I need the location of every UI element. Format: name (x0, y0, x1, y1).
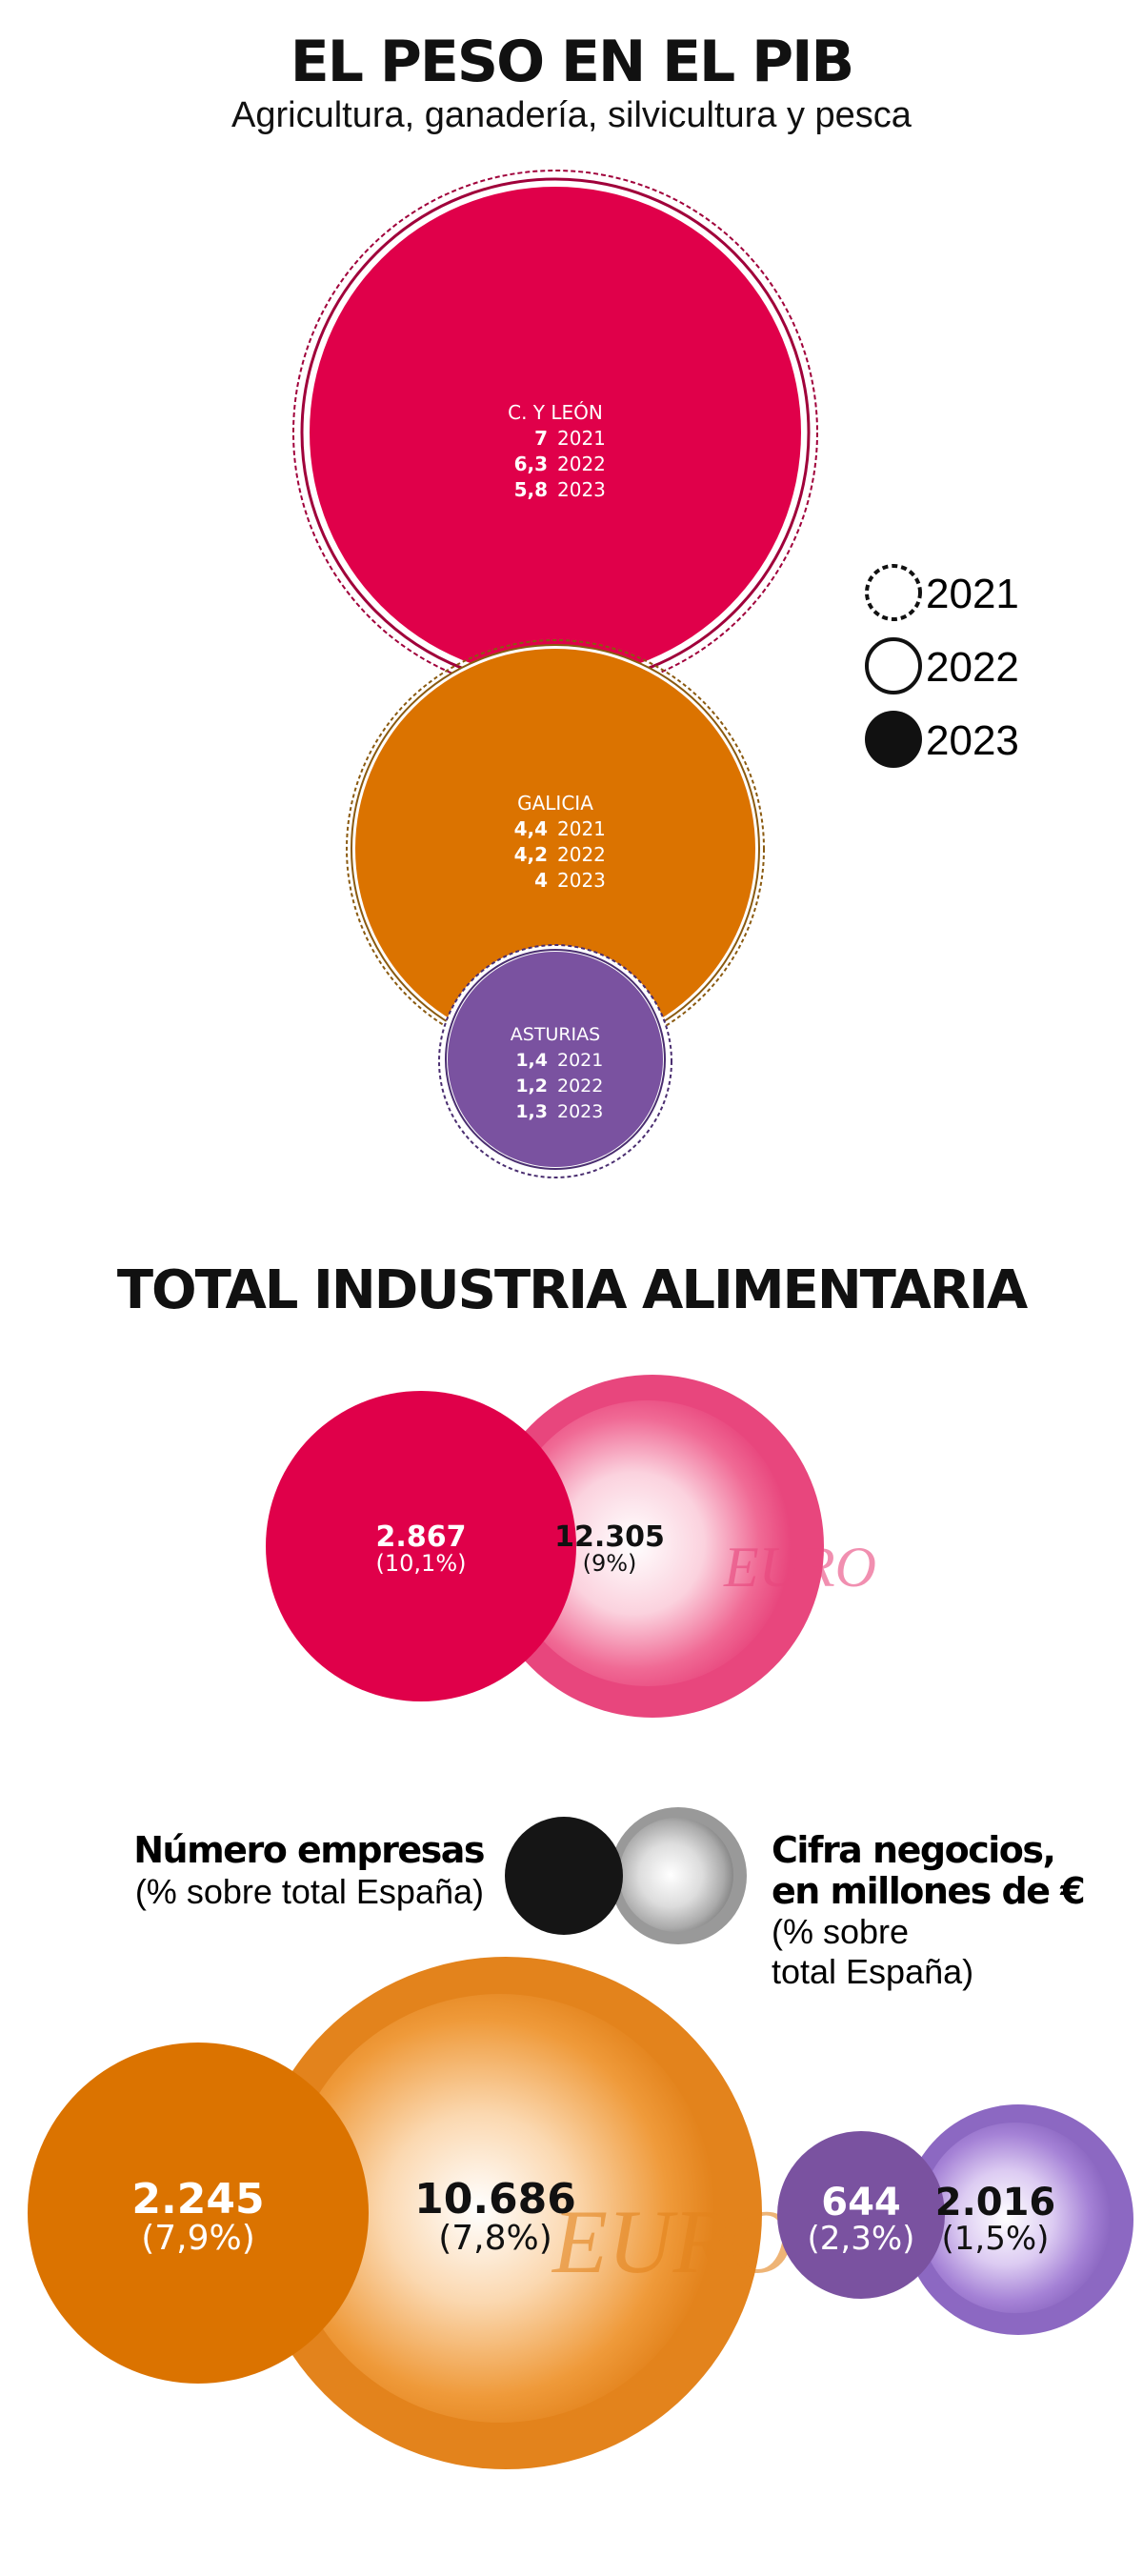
bubble-year-label: 2021 (557, 1050, 603, 1071)
empresas-pct: (2,3%) (808, 2220, 915, 2258)
coin-galicia-face (286, 1994, 714, 2423)
legend-empresas-title: Número empresas (133, 1829, 484, 1871)
legend-dashed-circle-icon (865, 564, 922, 621)
coin-asturias (777, 2104, 1133, 2335)
page-subtitle: Agricultura, ganadería, silvicultura y p… (231, 95, 912, 135)
coin-galicia: EURO (28, 1957, 793, 2469)
euro-engraving: EURO (551, 2191, 793, 2292)
empresas-value: 2.245 (131, 2175, 264, 2224)
legend-outline-circle-icon (865, 637, 922, 694)
bubble-region-label: GALICIA (517, 792, 593, 815)
negocios-value: 2.016 (935, 2181, 1056, 2224)
bubble-asturias-2023 (448, 952, 663, 1167)
bubble-cyl-2023 (310, 187, 801, 678)
bubble-year-label: 2023 (557, 869, 606, 892)
circle-asturias-empresas (777, 2131, 945, 2299)
section-title: TOTAL INDUSTRIA ALIMENTARIA (116, 1259, 1028, 1321)
bubble-year-label: 2022 (557, 843, 606, 866)
empresas-value: 2.867 (376, 1520, 467, 1554)
negocios-pct: (9%) (583, 1550, 637, 1577)
legend-negocios-title-2: en millones de € (772, 1870, 1084, 1912)
bubble-value-label: 1,3 (515, 1101, 548, 1122)
euro-engraving: EURO (723, 1536, 876, 1599)
negocios-pct: (7,8%) (438, 2219, 552, 2258)
bubble-region-label: C. Y LEÓN (508, 401, 603, 424)
negocios-pct: (1,5%) (942, 2220, 1050, 2258)
bubble-value-label: 1,2 (515, 1076, 548, 1097)
legend-2021: 2021 (926, 571, 1019, 617)
negocios-value: 10.686 (414, 2175, 576, 2224)
bubble-value-label: 4,2 (514, 843, 548, 866)
bubble-value-label: 5,8 (514, 478, 548, 501)
legend-2022: 2022 (926, 644, 1019, 691)
bubble-value-label: 4,4 (514, 817, 548, 840)
legend-negocios-sub-1: (% sobre (772, 1912, 909, 1951)
bubble-region-label: ASTURIAS (511, 1024, 600, 1045)
empresas-pct: (7,9%) (141, 2219, 255, 2258)
bubble-year-label: 2023 (557, 478, 606, 501)
bubble-cyl (292, 170, 818, 695)
bubble-year-label: 2022 (557, 1076, 603, 1097)
empresas-value: 644 (821, 2181, 901, 2224)
legend-coin-pair (505, 1807, 747, 1944)
page-title: EL PESO EN EL PIB (290, 29, 854, 95)
coin-asturias-face (920, 2123, 1111, 2313)
legend-filled-circle-icon (865, 711, 922, 768)
year-legend: 2021 2022 2023 (865, 564, 1019, 768)
bubble-year-label: 2023 (557, 1101, 603, 1122)
bubble-asturias (438, 944, 672, 1178)
bubble-value-label: 1,4 (515, 1050, 548, 1071)
bubble-value-label: 4 (534, 869, 548, 892)
circle-cyl-empresas (266, 1391, 576, 1701)
bubble-year-label: 2022 (557, 453, 606, 475)
bubble-year-label: 2021 (557, 427, 606, 450)
metric-legend: Número empresas (% sobre total España) C… (133, 1829, 1085, 1991)
bubble-galicia-2023 (355, 649, 755, 1049)
bubble-value-label: 6,3 (514, 453, 548, 475)
bubble-asturias-2022 (445, 949, 666, 1170)
coin-cyl-face (505, 1400, 791, 1686)
bubble-value-label: 7 (534, 427, 548, 450)
empresas-pct: (10,1%) (376, 1550, 467, 1577)
legend-2023: 2023 (926, 717, 1019, 764)
negocios-value: 12.305 (554, 1520, 665, 1554)
legend-negocios-sub-2: total España) (772, 1952, 973, 1991)
legend-empresas-sub: (% sobre total España) (135, 1872, 484, 1911)
bubble-year-label: 2021 (557, 817, 606, 840)
circle-galicia-empresas (28, 2043, 369, 2384)
bubble-galicia (346, 639, 765, 1058)
bubble-cyl-2021 (292, 170, 818, 695)
legend-negocios-title-1: Cifra negocios, (772, 1829, 1054, 1871)
coin-cyl: EURO (266, 1375, 876, 1718)
black-circle-icon (505, 1817, 623, 1935)
